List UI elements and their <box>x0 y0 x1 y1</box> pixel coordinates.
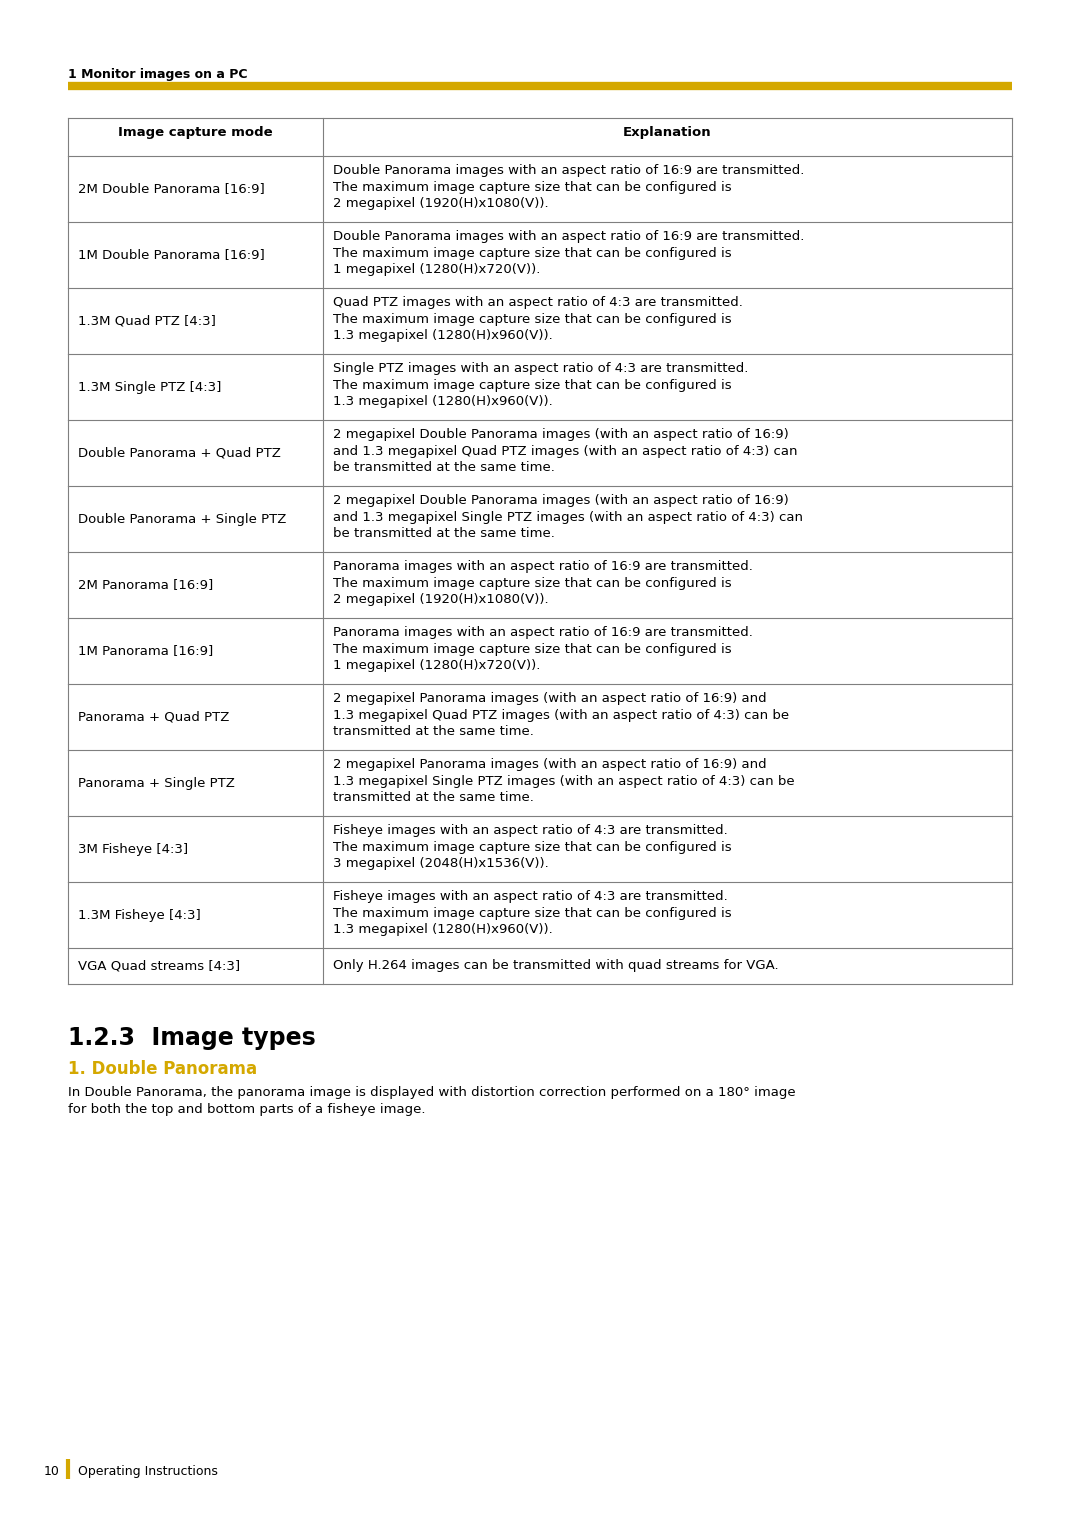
Text: VGA Quad streams [4:3]: VGA Quad streams [4:3] <box>78 959 240 973</box>
Text: Double Panorama + Quad PTZ: Double Panorama + Quad PTZ <box>78 446 281 460</box>
Text: Explanation: Explanation <box>623 127 712 139</box>
Text: Panorama + Single PTZ: Panorama + Single PTZ <box>78 777 234 789</box>
Text: Double Panorama + Single PTZ: Double Panorama + Single PTZ <box>78 513 286 525</box>
Text: Double Panorama images with an aspect ratio of 16:9 are transmitted.
The maximum: Double Panorama images with an aspect ra… <box>333 231 805 276</box>
Text: 2 megapixel Double Panorama images (with an aspect ratio of 16:9)
and 1.3 megapi: 2 megapixel Double Panorama images (with… <box>333 495 804 541</box>
Text: 2M Panorama [16:9]: 2M Panorama [16:9] <box>78 579 213 591</box>
Text: 2 megapixel Panorama images (with an aspect ratio of 16:9) and
1.3 megapixel Sin: 2 megapixel Panorama images (with an asp… <box>333 757 795 805</box>
Text: Panorama images with an aspect ratio of 16:9 are transmitted.
The maximum image : Panorama images with an aspect ratio of … <box>333 560 753 606</box>
Text: 1 Monitor images on a PC: 1 Monitor images on a PC <box>68 69 247 81</box>
Text: 2M Double Panorama [16:9]: 2M Double Panorama [16:9] <box>78 183 265 195</box>
Text: 10: 10 <box>44 1464 59 1478</box>
Text: Fisheye images with an aspect ratio of 4:3 are transmitted.
The maximum image ca: Fisheye images with an aspect ratio of 4… <box>333 890 731 936</box>
Text: Panorama images with an aspect ratio of 16:9 are transmitted.
The maximum image : Panorama images with an aspect ratio of … <box>333 626 753 672</box>
Text: 1.3M Single PTZ [4:3]: 1.3M Single PTZ [4:3] <box>78 380 221 394</box>
Text: 2 megapixel Double Panorama images (with an aspect ratio of 16:9)
and 1.3 megapi: 2 megapixel Double Panorama images (with… <box>333 428 797 473</box>
Text: 2 megapixel Panorama images (with an aspect ratio of 16:9) and
1.3 megapixel Qua: 2 megapixel Panorama images (with an asp… <box>333 692 789 738</box>
Text: 1.2.3  Image types: 1.2.3 Image types <box>68 1026 315 1051</box>
Text: 3M Fisheye [4:3]: 3M Fisheye [4:3] <box>78 843 188 855</box>
Text: 1M Panorama [16:9]: 1M Panorama [16:9] <box>78 644 213 658</box>
Text: 1. Double Panorama: 1. Double Panorama <box>68 1060 257 1078</box>
Text: In Double Panorama, the panorama image is displayed with distortion correction p: In Double Panorama, the panorama image i… <box>68 1086 796 1116</box>
Text: Only H.264 images can be transmitted with quad streams for VGA.: Only H.264 images can be transmitted wit… <box>333 959 779 973</box>
Text: 1.3M Quad PTZ [4:3]: 1.3M Quad PTZ [4:3] <box>78 315 216 327</box>
Text: 1M Double Panorama [16:9]: 1M Double Panorama [16:9] <box>78 249 265 261</box>
Text: Image capture mode: Image capture mode <box>118 127 273 139</box>
Text: Double Panorama images with an aspect ratio of 16:9 are transmitted.
The maximum: Double Panorama images with an aspect ra… <box>333 163 805 211</box>
Text: Operating Instructions: Operating Instructions <box>78 1464 218 1478</box>
Text: Quad PTZ images with an aspect ratio of 4:3 are transmitted.
The maximum image c: Quad PTZ images with an aspect ratio of … <box>333 296 743 342</box>
Text: 1.3M Fisheye [4:3]: 1.3M Fisheye [4:3] <box>78 909 201 921</box>
Text: Fisheye images with an aspect ratio of 4:3 are transmitted.
The maximum image ca: Fisheye images with an aspect ratio of 4… <box>333 825 731 870</box>
Text: Single PTZ images with an aspect ratio of 4:3 are transmitted.
The maximum image: Single PTZ images with an aspect ratio o… <box>333 362 748 408</box>
Text: Panorama + Quad PTZ: Panorama + Quad PTZ <box>78 710 229 724</box>
